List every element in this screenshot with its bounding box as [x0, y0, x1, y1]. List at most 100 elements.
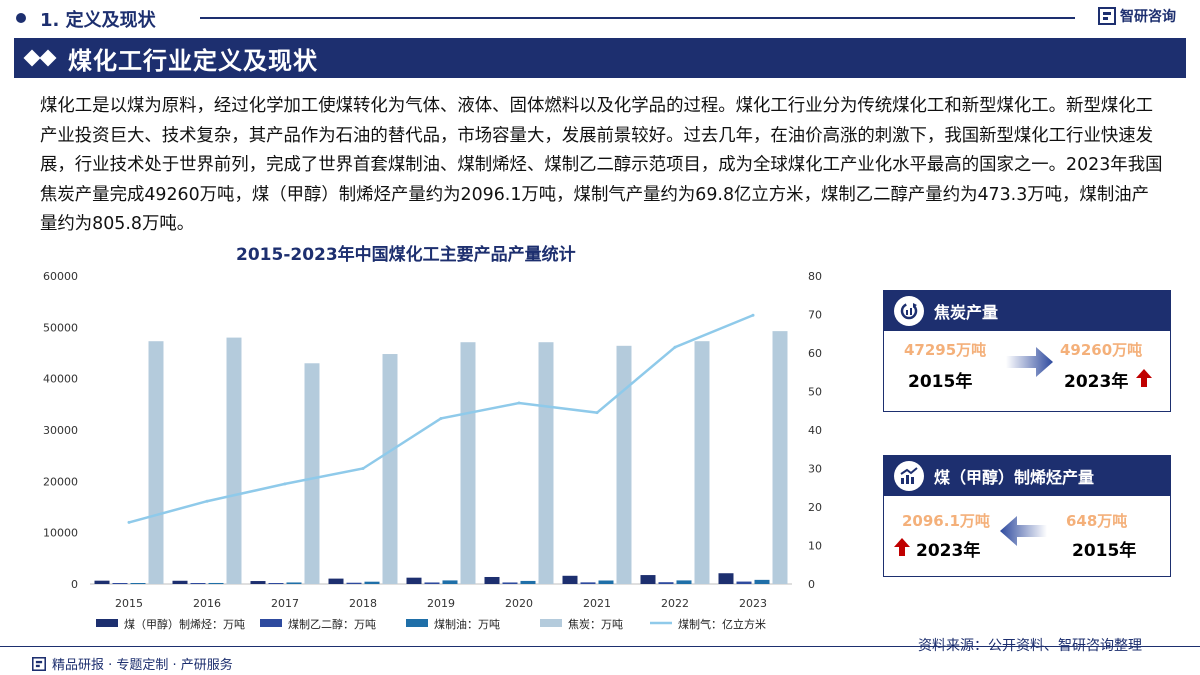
trend-chart-icon — [894, 461, 924, 491]
x-tick-label: 2019 — [427, 597, 455, 610]
bar-2019-0 — [406, 577, 422, 584]
brand-logo-icon — [1098, 7, 1116, 25]
bar-2019-2 — [442, 580, 458, 584]
olefin-2015-value: 648万吨 — [1066, 512, 1128, 530]
bar-2018-0 — [328, 578, 344, 584]
bar-2015-0 — [94, 580, 110, 584]
brand: 智研咨询 — [1098, 6, 1176, 26]
line-point — [439, 416, 443, 420]
bar-2020-1 — [502, 582, 518, 584]
x-tick-label: 2023 — [739, 597, 767, 610]
section-label: 1. 定义及现状 — [40, 10, 156, 31]
bar-2019-3 — [460, 342, 476, 584]
x-tick-label: 2015 — [115, 597, 143, 610]
x-tick-label: 2021 — [583, 597, 611, 610]
up-arrow-icon — [894, 538, 910, 556]
legend-swatch-1 — [260, 619, 282, 627]
legend-label-1: 煤制乙二醇：万吨 — [288, 617, 376, 631]
bar-2018-3 — [382, 354, 398, 584]
y-right-tick-label: 50 — [808, 386, 822, 399]
data-source: 资料来源：公开资料、智研咨询整理 — [918, 638, 1142, 654]
bar-2016-3 — [226, 337, 242, 584]
y-right-tick-label: 20 — [808, 501, 822, 514]
y-left-tick-label: 20000 — [43, 475, 78, 488]
intro-paragraph: 煤化工是以煤为原料，经过化学加工使煤转化为气体、液体、固体燃料以及化学品的过程。… — [40, 96, 1163, 234]
bar-2022-0 — [640, 575, 656, 584]
bar-2017-1 — [268, 583, 284, 584]
y-left-tick-label: 10000 — [43, 527, 78, 540]
coke-card-title: 焦炭产量 — [934, 303, 999, 322]
bar-2021-2 — [598, 580, 614, 584]
line-point — [595, 411, 599, 415]
bar-2022-3 — [694, 341, 710, 584]
legend-label-2: 煤制油：万吨 — [434, 617, 500, 631]
bar-2017-2 — [286, 582, 302, 584]
line-point — [283, 482, 287, 486]
bar-2023-1 — [736, 581, 752, 584]
x-tick-label: 2017 — [271, 597, 299, 610]
page-title: 煤化工行业定义及现状 — [68, 46, 318, 75]
legend-swatch-2 — [406, 619, 428, 627]
y-right-tick-label: 10 — [808, 540, 822, 553]
olefin-2015-year: 2015年 — [1072, 541, 1137, 561]
olefin-2023-value: 2096.1万吨 — [902, 512, 990, 530]
coke-2015-year: 2015年 — [908, 372, 973, 392]
y-left-tick-label: 40000 — [43, 373, 78, 386]
bar-2016-1 — [190, 583, 206, 584]
bar-2021-3 — [616, 345, 632, 584]
bar-2016-0 — [172, 580, 188, 584]
section-bullet — [16, 13, 26, 23]
line-point — [673, 345, 677, 349]
brand-logo-icon — [32, 656, 46, 671]
olefin-card-header: 煤（甲醇）制烯烃产量 — [884, 456, 1170, 496]
title-banner: 煤化工行业定义及现状 — [14, 38, 1186, 78]
olefin-card-title: 煤（甲醇）制烯烃产量 — [934, 468, 1095, 487]
bar-2021-0 — [562, 575, 578, 584]
y-right-tick-label: 40 — [808, 424, 822, 437]
bar-2017-3 — [304, 363, 320, 584]
legend-label-3: 焦炭：万吨 — [568, 618, 623, 631]
bar-2023-3 — [772, 331, 788, 584]
brand-name: 智研咨询 — [1120, 9, 1176, 25]
top-bar: 1. 定义及现状 智研咨询 — [0, 0, 1200, 36]
bar-2023-0 — [718, 573, 734, 584]
y-right-tick-label: 0 — [808, 578, 815, 591]
bar-2019-1 — [424, 582, 440, 584]
chart-title: 2015-2023年中国煤化工主要产品产量统计 — [236, 245, 576, 265]
header-divider — [200, 17, 1075, 19]
bar-2021-1 — [580, 582, 596, 584]
bar-2018-1 — [346, 582, 362, 584]
x-tick-label: 2020 — [505, 597, 533, 610]
footer-divider — [0, 646, 1200, 647]
line-point — [205, 499, 209, 503]
y-right-tick-label: 80 — [808, 270, 822, 283]
olefin-2023-year: 2023年 — [916, 541, 981, 561]
arrow-left-icon — [1000, 516, 1047, 546]
line-point — [127, 520, 131, 524]
diamond-icon — [23, 49, 41, 67]
bar-2016-2 — [208, 582, 224, 584]
line-point — [517, 401, 521, 405]
y-left-tick-label: 0 — [71, 578, 78, 591]
footer-slogan: 精品研报 · 专题定制 · 产研服务 — [32, 654, 233, 673]
legend-swatch-3 — [540, 619, 562, 627]
coke-card-header: 焦炭产量 — [884, 291, 1170, 331]
y-left-tick-label: 30000 — [43, 424, 78, 437]
bar-2015-2 — [130, 583, 146, 584]
x-tick-label: 2018 — [349, 597, 377, 610]
y-right-tick-label: 70 — [808, 309, 822, 322]
bar-2015-3 — [148, 341, 164, 584]
bar-2020-0 — [484, 576, 500, 584]
bar-2022-1 — [658, 582, 674, 584]
bar-2022-2 — [676, 580, 692, 584]
up-arrow-icon — [1136, 369, 1152, 387]
legend-swatch-0 — [96, 619, 118, 627]
bar-2017-0 — [250, 581, 266, 584]
bar-2020-3 — [538, 342, 554, 584]
y-right-tick-label: 30 — [808, 463, 822, 476]
footer-slogan-text: 精品研报 · 专题定制 · 产研服务 — [52, 658, 233, 673]
refresh-chart-icon — [894, 296, 924, 326]
arrow-right-icon — [1006, 347, 1053, 377]
bar-2015-1 — [112, 583, 128, 584]
bar-2020-2 — [520, 580, 536, 584]
